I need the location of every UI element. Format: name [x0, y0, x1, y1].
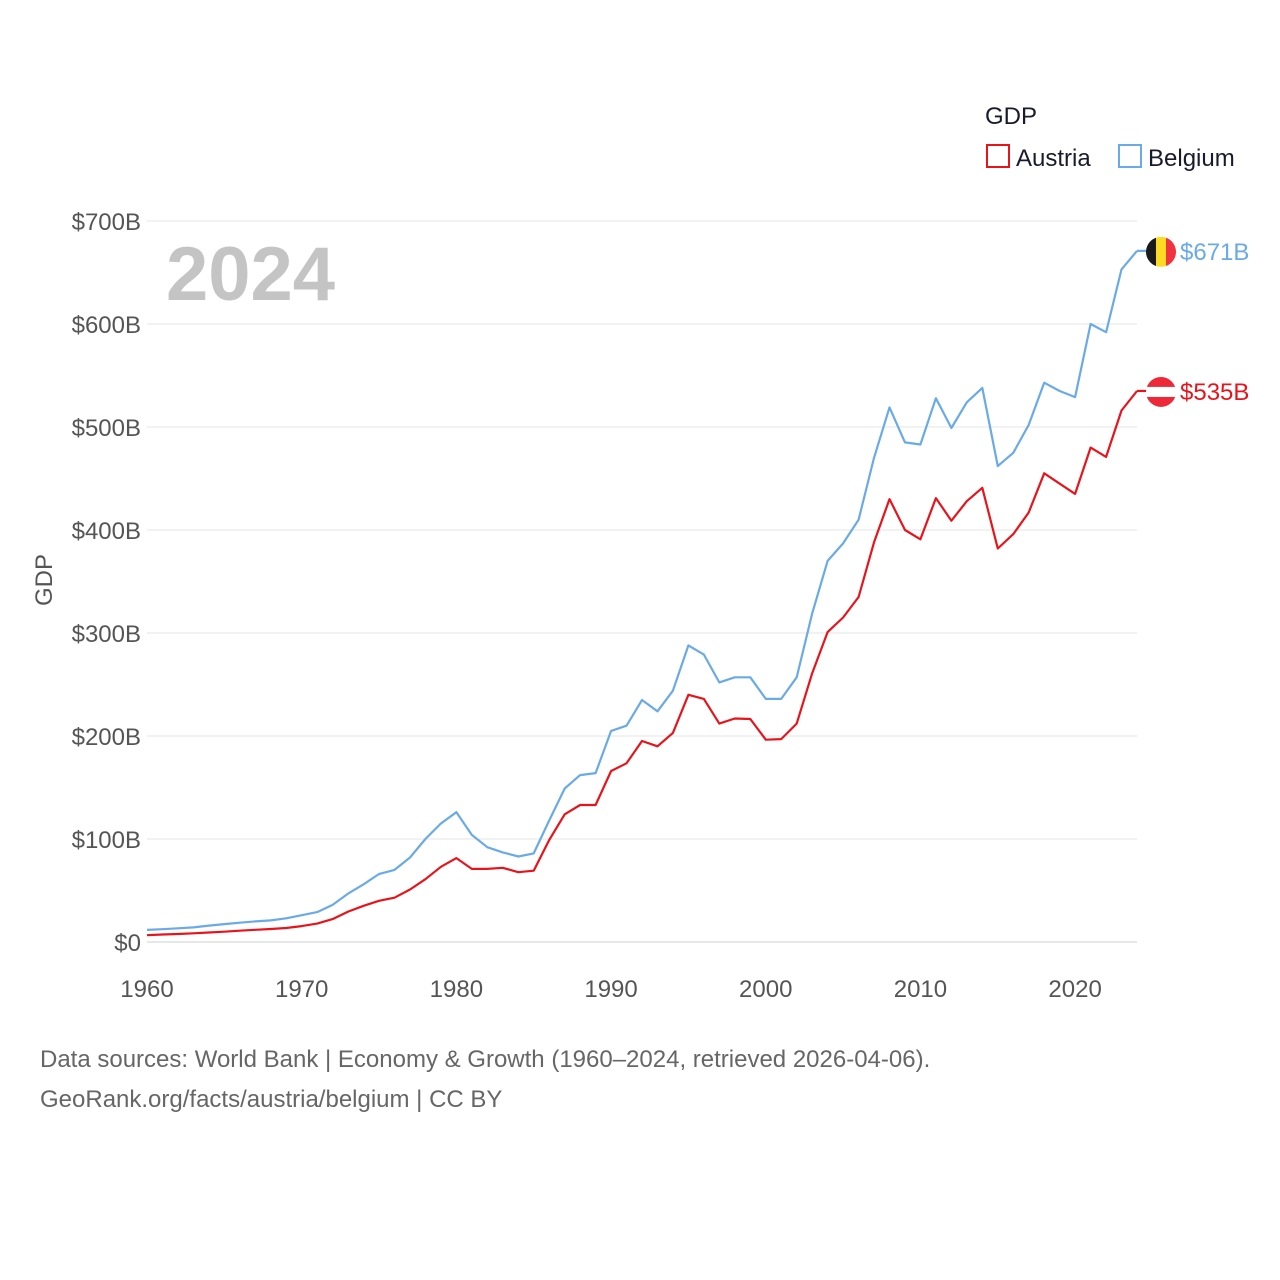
legend-swatch-belgium[interactable]: [1118, 144, 1142, 168]
x-tick-label: 1990: [584, 976, 637, 1003]
y-axis-label: GDP: [31, 554, 58, 606]
y-tick-label: $100B: [72, 827, 141, 854]
x-axis-ticks: 1960 1970 1980 1990 2000 2010 2020: [120, 976, 1102, 1003]
footer-sources: Data sources: World Bank | Economy & Gro…: [40, 1046, 931, 1073]
series-end-label: $535B: [1180, 379, 1249, 406]
x-tick-label: 1970: [275, 976, 328, 1003]
series-lines: [146, 250, 1138, 937]
y-tick-label: $500B: [72, 415, 141, 442]
y-tick-label: $600B: [72, 312, 141, 339]
series-line-austria: [146, 390, 1138, 937]
x-tick-label: 2020: [1048, 976, 1101, 1003]
y-tick-label: $700B: [72, 209, 141, 236]
series-end-markers: $535B $671B: [1137, 236, 1249, 407]
gridlines: [147, 220, 1137, 943]
series-end-label: $671B: [1180, 239, 1249, 266]
x-tick-label: 2010: [894, 976, 947, 1003]
x-tick-label: 1980: [430, 976, 483, 1003]
legend-swatch-austria[interactable]: [986, 144, 1010, 168]
legend-title: GDP: [985, 103, 1037, 130]
y-axis-ticks: $0 $100B $200B $300B $400B $500B $600B $700B: [72, 209, 141, 957]
belgium-flag-icon: [1146, 236, 1176, 267]
x-tick-label: 1960: [120, 976, 173, 1003]
y-tick-label: $200B: [72, 724, 141, 751]
gdp-line-chart: $0 $100B $200B $300B $400B $500B $600B $700B 19…: [31, 103, 1249, 1003]
legend-label-belgium[interactable]: Belgium: [1148, 145, 1235, 172]
y-tick-label: $300B: [72, 621, 141, 648]
y-tick-label: $0: [114, 930, 141, 957]
year-label: 2024: [166, 232, 335, 317]
y-tick-label: $400B: [72, 518, 141, 545]
legend[interactable]: GDP Austria Belgium: [985, 103, 1235, 172]
footer-attribution: GeoRank.org/facts/austria/belgium | CC B…: [40, 1086, 503, 1113]
x-tick-label: 2000: [739, 976, 792, 1003]
austria-flag-icon: [1146, 376, 1176, 407]
legend-label-austria[interactable]: Austria: [1016, 145, 1091, 172]
series-line-belgium: [146, 250, 1138, 931]
